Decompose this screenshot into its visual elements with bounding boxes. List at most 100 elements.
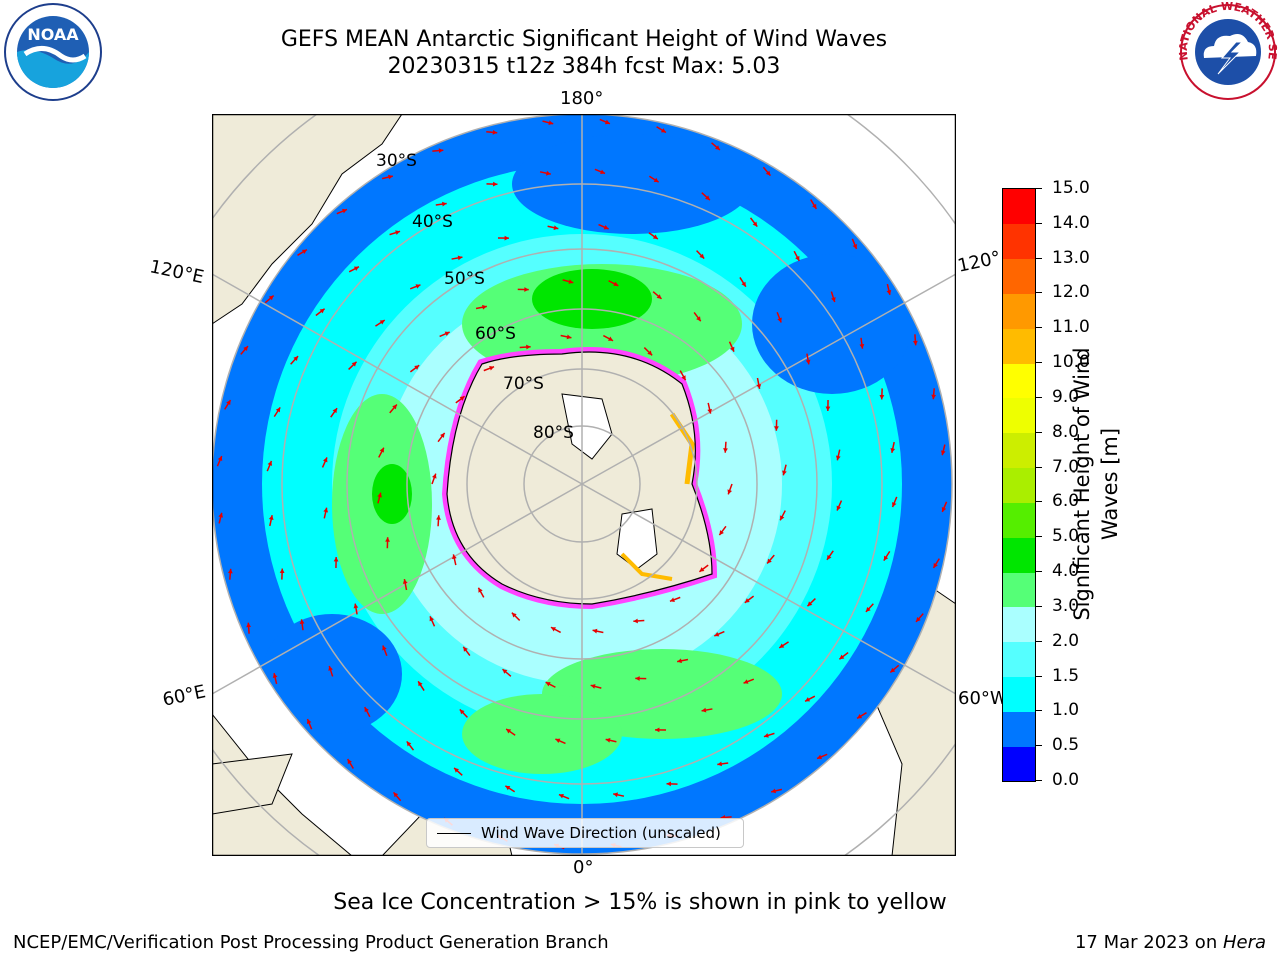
wind-wave-arrowhead (218, 512, 224, 518)
wind-wave-arrowhead (931, 394, 937, 400)
wind-wave-arrowhead (442, 201, 447, 207)
colorbar-tick (1036, 710, 1042, 712)
wind-wave-arrowhead (267, 460, 272, 466)
wind-wave-arrowhead (883, 555, 889, 561)
legend-line-icon (437, 832, 471, 834)
wind-wave-arrowhead (319, 308, 325, 314)
wind-wave-arrowhead (912, 340, 918, 346)
wind-wave-arrowhead (548, 120, 554, 126)
colorbar-tick (1036, 327, 1042, 329)
wind-wave-arrowhead (333, 557, 339, 562)
wind-wave-arrowhead (647, 350, 653, 356)
wind-wave-arrowhead (608, 336, 614, 341)
colorbar-segment (1003, 641, 1035, 678)
footer-timestamp: 17 Mar 2023 on Hera (1075, 932, 1266, 953)
wind-wave-arrowhead (652, 234, 658, 240)
wind-wave-arrowhead (744, 598, 750, 603)
antarctica-land (441, 347, 718, 610)
wind-wave-arrowhead (440, 432, 445, 438)
colorbar-title: Significant Height of Wind Waves [m] (1070, 347, 1122, 621)
wind-wave-arrowhead (332, 408, 338, 414)
wind-wave-arrowhead (454, 767, 459, 773)
wind-wave-arrowhead (779, 643, 785, 648)
wind-wave-arrowhead (459, 709, 465, 715)
colorbar-segment (1003, 293, 1035, 329)
wind-wave-arrowhead (600, 169, 606, 174)
wind-wave-arrowhead (387, 174, 393, 180)
colorbar-tick-label: 15.0 (1052, 178, 1090, 198)
wind-wave-arrowhead (865, 607, 871, 612)
wind-wave-arrowhead (892, 502, 897, 508)
colorbar-tick-label: 7.0 (1052, 456, 1080, 477)
colorbar-tick (1036, 362, 1042, 364)
wind-wave-arrowhead (226, 400, 231, 406)
wind-wave-arrowhead (444, 331, 450, 336)
wind-wave-arrowhead (859, 344, 865, 349)
wind-wave-arrowhead (613, 281, 619, 286)
wind-wave-arrowhead (715, 145, 720, 150)
wind-wave-arrowhead (524, 287, 529, 292)
wind-wave-arrowhead (765, 170, 771, 176)
wind-wave-arrowhead (457, 255, 463, 261)
wind-wave-arrowhead (592, 628, 598, 634)
longitude-label-120w: 120° (955, 247, 1003, 277)
wind-wave-arrowhead (767, 558, 772, 564)
wind-wave-arrowhead (301, 249, 307, 254)
wind-wave-arrowhead (217, 456, 223, 462)
colorbar-tick-label: 3.0 (1052, 595, 1080, 616)
footer-date: 17 Mar 2023 on (1074, 932, 1223, 953)
wind-wave-arrowhead (705, 195, 710, 201)
wind-wave-arrowhead (795, 255, 800, 261)
wind-wave-arrowhead (459, 396, 465, 401)
wind-wave-arrowhead (385, 537, 390, 542)
colorbar-tick (1036, 222, 1042, 224)
colorbar-tick-label: 4.0 (1052, 561, 1080, 582)
polar-map (212, 114, 956, 856)
colorbar-tick (1036, 501, 1042, 503)
wind-wave-arrowhead (505, 785, 511, 791)
latitude-label-30s: 30°S (376, 151, 417, 171)
wind-wave-arrowhead (377, 492, 382, 498)
wind-wave-arrowhead (756, 384, 762, 389)
wind-wave-arrowhead (817, 754, 822, 760)
colorbar-tick (1036, 431, 1042, 433)
wind-wave-arrowhead (590, 684, 596, 689)
wind-wave-arrowhead (555, 738, 561, 744)
wind-wave-arrowhead (272, 673, 278, 679)
map-canvas (212, 114, 956, 856)
wind-wave-arrowhead (489, 366, 495, 371)
wind-wave-arrowhead (752, 221, 758, 227)
wind-wave-arrowhead (558, 794, 564, 799)
wind-wave-arrowhead (364, 707, 369, 713)
wind-wave-arrowhead (268, 295, 274, 301)
wind-wave-arrowhead (482, 304, 487, 310)
wind-wave-arrowhead (438, 148, 444, 154)
latitude-label-60s: 60°S (475, 324, 516, 344)
wind-wave-arrowhead (492, 129, 498, 135)
wind-wave-arrowhead (633, 618, 638, 624)
latitude-label-50s: 50°S (444, 269, 485, 289)
wind-wave-arrowhead (831, 297, 836, 303)
wind-wave-arrowhead (511, 612, 517, 618)
wind-wave-arrowhead (677, 658, 682, 664)
longitude-label-60w: 60°W (958, 688, 1008, 709)
map-legend: Wind Wave Direction (unscaled) (426, 818, 744, 848)
colorbar-segment (1003, 328, 1035, 364)
wind-wave-arrowhead (268, 515, 274, 521)
wind-wave-arrowhead (246, 622, 252, 628)
wind-wave-arrowhead (603, 224, 609, 230)
wind-wave-arrowhead (681, 375, 686, 381)
wind-wave-arrowhead (299, 619, 305, 624)
legend-label: Wind Wave Direction (unscaled) (481, 824, 721, 842)
colorbar-tick-label: 11.0 (1052, 317, 1090, 338)
wind-wave-arrowhead (393, 792, 399, 798)
colorbar-segment (1003, 537, 1035, 573)
latitude-label-70s: 70°S (503, 374, 544, 394)
colorbar-tick (1036, 745, 1042, 747)
wind-wave-arrowhead (436, 515, 441, 520)
wind-wave-arrowhead (379, 320, 385, 325)
wind-wave-arrowhead (807, 601, 813, 607)
wind-wave-arrowhead (655, 727, 660, 733)
colorbar-tick-label: 1.5 (1052, 665, 1080, 686)
colorbar-segment (1003, 189, 1035, 225)
